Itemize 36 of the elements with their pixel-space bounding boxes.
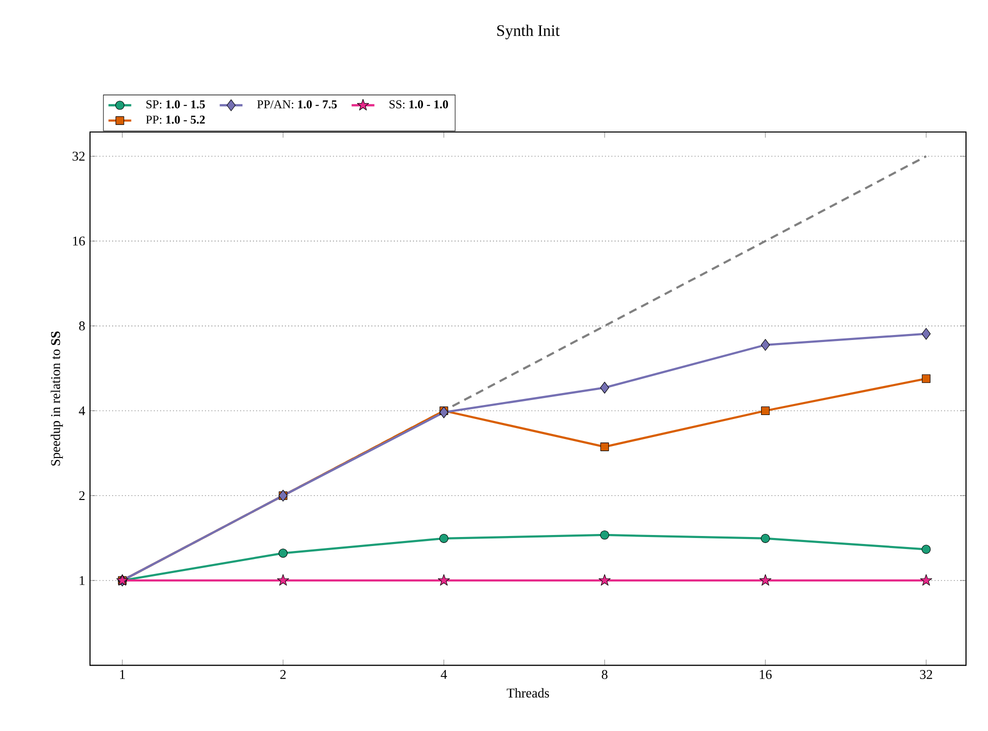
x-tick-label: 4 xyxy=(440,670,447,679)
point xyxy=(439,534,448,544)
y-tick-label: 1 xyxy=(80,576,85,586)
point xyxy=(439,406,448,418)
x-tick-label: 16 xyxy=(760,670,772,680)
point xyxy=(600,530,610,540)
y-tick-label: 4 xyxy=(78,406,86,416)
point xyxy=(277,574,290,586)
point xyxy=(278,548,288,558)
point xyxy=(598,574,611,586)
y-axis-title: Speedup in relation to SS xyxy=(50,332,63,466)
point xyxy=(922,544,931,554)
x-tick-label: 8 xyxy=(602,670,608,680)
point xyxy=(600,382,610,394)
legend-label: SS: 1.0 - 1.0 xyxy=(390,100,448,109)
point xyxy=(920,574,932,586)
legend-label: PP: 1.0 - 5.2 xyxy=(146,116,205,124)
x-tick-label: 2 xyxy=(280,670,286,680)
point xyxy=(760,339,770,351)
chart-title: Synth Init xyxy=(497,24,560,40)
point xyxy=(761,406,770,416)
y-tick-label: 2 xyxy=(79,491,85,500)
y-tick-label: 8 xyxy=(79,322,85,331)
point xyxy=(922,374,930,384)
x-axis-title: Threads xyxy=(506,688,549,698)
x-tick-label: 32 xyxy=(920,670,932,680)
point xyxy=(759,574,772,586)
point xyxy=(922,328,931,340)
legend-label: PP/AN: 1.0 - 7.5 xyxy=(257,100,337,109)
point xyxy=(600,442,609,452)
y-tick-label: 32 xyxy=(72,152,85,161)
point xyxy=(438,574,450,586)
x-tick-label: 1 xyxy=(120,670,125,680)
legend-label: SP: 1.0 - 1.5 xyxy=(146,100,205,109)
point xyxy=(760,534,770,544)
y-tick-label: 16 xyxy=(73,236,85,246)
